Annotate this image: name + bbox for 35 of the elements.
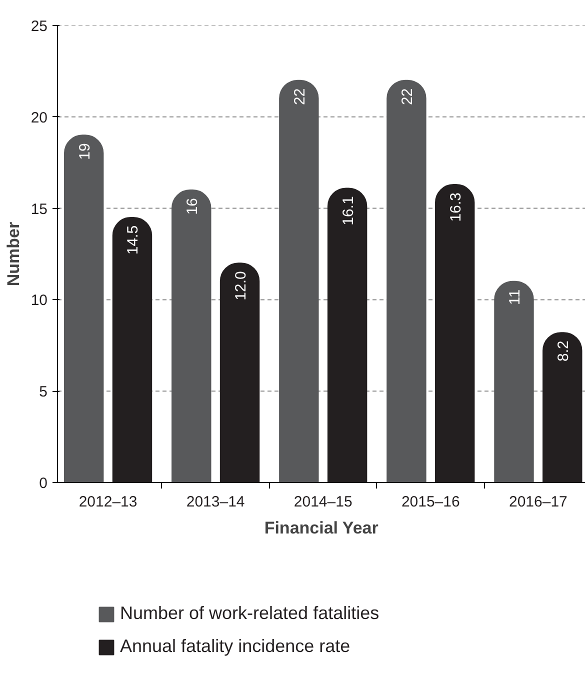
x-axis-title: Financial Year xyxy=(264,518,379,538)
bar xyxy=(112,216,152,482)
bar xyxy=(494,280,534,482)
y-tick-label: 5 xyxy=(39,384,48,401)
data-label: 22 xyxy=(398,88,416,106)
y-tick-label: 25 xyxy=(30,18,48,35)
bar xyxy=(220,262,260,482)
data-label: 14.5 xyxy=(124,225,142,255)
y-axis-title: Number xyxy=(4,222,23,286)
bar xyxy=(64,134,104,482)
legend-label: Number of work-related fatalities xyxy=(120,603,380,624)
data-label: 11 xyxy=(506,289,524,305)
x-tick-label: 2016–17 xyxy=(508,494,568,510)
legend-label: Annual fatality incidence rate xyxy=(120,636,350,657)
y-tick-label: 20 xyxy=(30,109,48,126)
x-tick-label: 2013–14 xyxy=(186,494,245,510)
bar xyxy=(327,188,368,482)
data-label: 12.0 xyxy=(232,271,250,300)
y-tick-label: 15 xyxy=(30,200,48,218)
x-tick-label: 2012–13 xyxy=(78,494,138,510)
bar xyxy=(386,80,426,482)
bar xyxy=(279,80,319,482)
data-label: 16 xyxy=(184,198,201,215)
bar xyxy=(434,184,475,482)
data-label: 8.2 xyxy=(554,340,572,362)
data-label: 16.1 xyxy=(340,196,357,226)
y-tick-label: 0 xyxy=(39,475,48,492)
data-label: 16.3 xyxy=(447,192,464,222)
data-label: 19 xyxy=(76,143,94,160)
y-tick-label: 10 xyxy=(30,292,48,310)
bar xyxy=(542,332,582,482)
data-label: 22 xyxy=(291,88,308,106)
x-tick-label: 2015–16 xyxy=(401,494,460,510)
x-tick-label: 2014–15 xyxy=(294,494,352,510)
bar xyxy=(172,190,212,482)
